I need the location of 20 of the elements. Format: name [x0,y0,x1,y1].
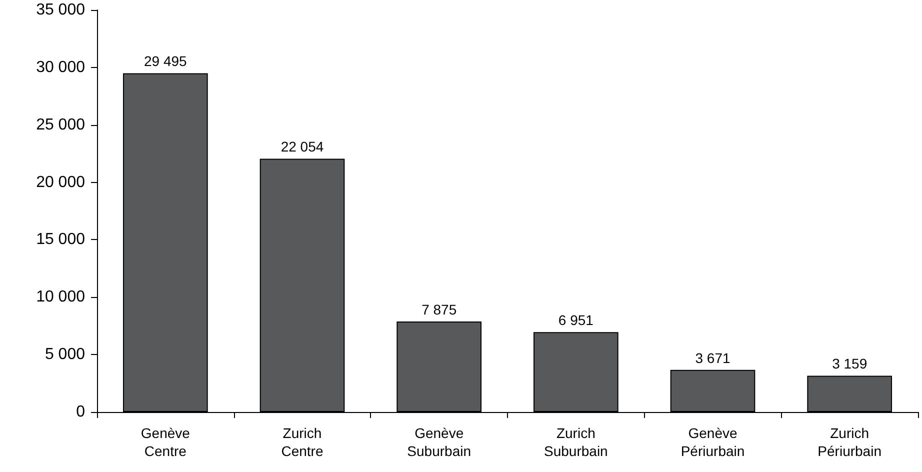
x-tick-label: Genève Suburbain [407,425,471,459]
y-tick-label: 35 000 [36,2,86,18]
x-tick-label: Zurich Périurbain [818,425,882,459]
y-tick-label: 30 000 [36,58,86,76]
y-tick-label: 20 000 [36,174,86,191]
data-label: 7 875 [422,302,457,318]
data-label: 29 495 [144,53,188,70]
y-tick-label: 25 000 [36,116,86,134]
data-label: 6 951 [558,312,594,328]
x-tick-label: Zurich Suburbain [544,425,608,459]
y-tick-label: 0 [76,404,86,420]
data-label: 3 159 [832,356,868,372]
y-tick-label: 10 000 [36,288,86,306]
x-tick-label: Genève Périurbain [680,425,745,459]
data-label: 3 671 [695,350,730,366]
y-tick-label: 15 000 [36,231,86,248]
x-tick-label: Genève Centre [140,425,190,459]
data-label: 22 054 [280,138,324,155]
x-tick-label: Zurich Centre [281,425,324,459]
y-tick-label: 5 000 [44,346,86,364]
